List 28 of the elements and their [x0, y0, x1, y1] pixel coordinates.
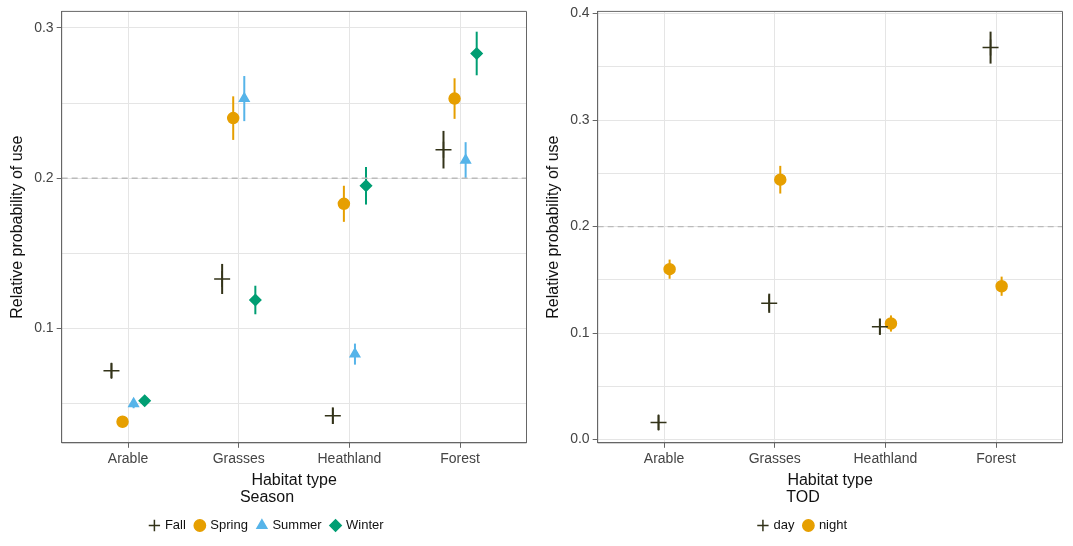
x-tick-label: Arable: [643, 450, 685, 467]
x-axis-title: Habitat type: [787, 470, 873, 488]
legend-label: day: [773, 517, 795, 533]
legend-label: Summer: [272, 517, 323, 533]
x-tick-label: Heathland: [853, 450, 918, 467]
x-tick-label: Forest: [976, 450, 1017, 467]
y-tick-label: 0.2: [34, 169, 54, 186]
y-tick-label: 0.1: [570, 323, 590, 340]
x-tick-label: Grasses: [748, 450, 801, 467]
legend-label: Winter: [346, 517, 385, 533]
legend-label: Spring: [210, 517, 248, 533]
y-tick-label: 0.0: [570, 430, 590, 447]
y-tick-label: 0.1: [34, 319, 54, 336]
y-tick-label: 0.3: [570, 110, 590, 127]
legend-label: night: [818, 517, 848, 533]
x-tick-label: Forest: [440, 450, 481, 467]
legend-title: TOD: [786, 488, 820, 506]
y-tick-label: 0.3: [34, 18, 54, 35]
y-axis-title: Relative probability of use: [544, 135, 562, 319]
y-axis-title: Relative probability of use: [8, 135, 26, 319]
x-axis-title: Habitat type: [251, 470, 337, 488]
y-tick-label: 0.4: [570, 4, 590, 21]
x-tick-label: Arable: [107, 450, 149, 467]
x-tick-label: Grasses: [212, 450, 265, 467]
x-tick-label: Heathland: [317, 450, 382, 467]
legend-label: Fall: [164, 517, 186, 533]
y-tick-label: 0.2: [570, 217, 590, 234]
legend-title: Season: [239, 488, 295, 506]
